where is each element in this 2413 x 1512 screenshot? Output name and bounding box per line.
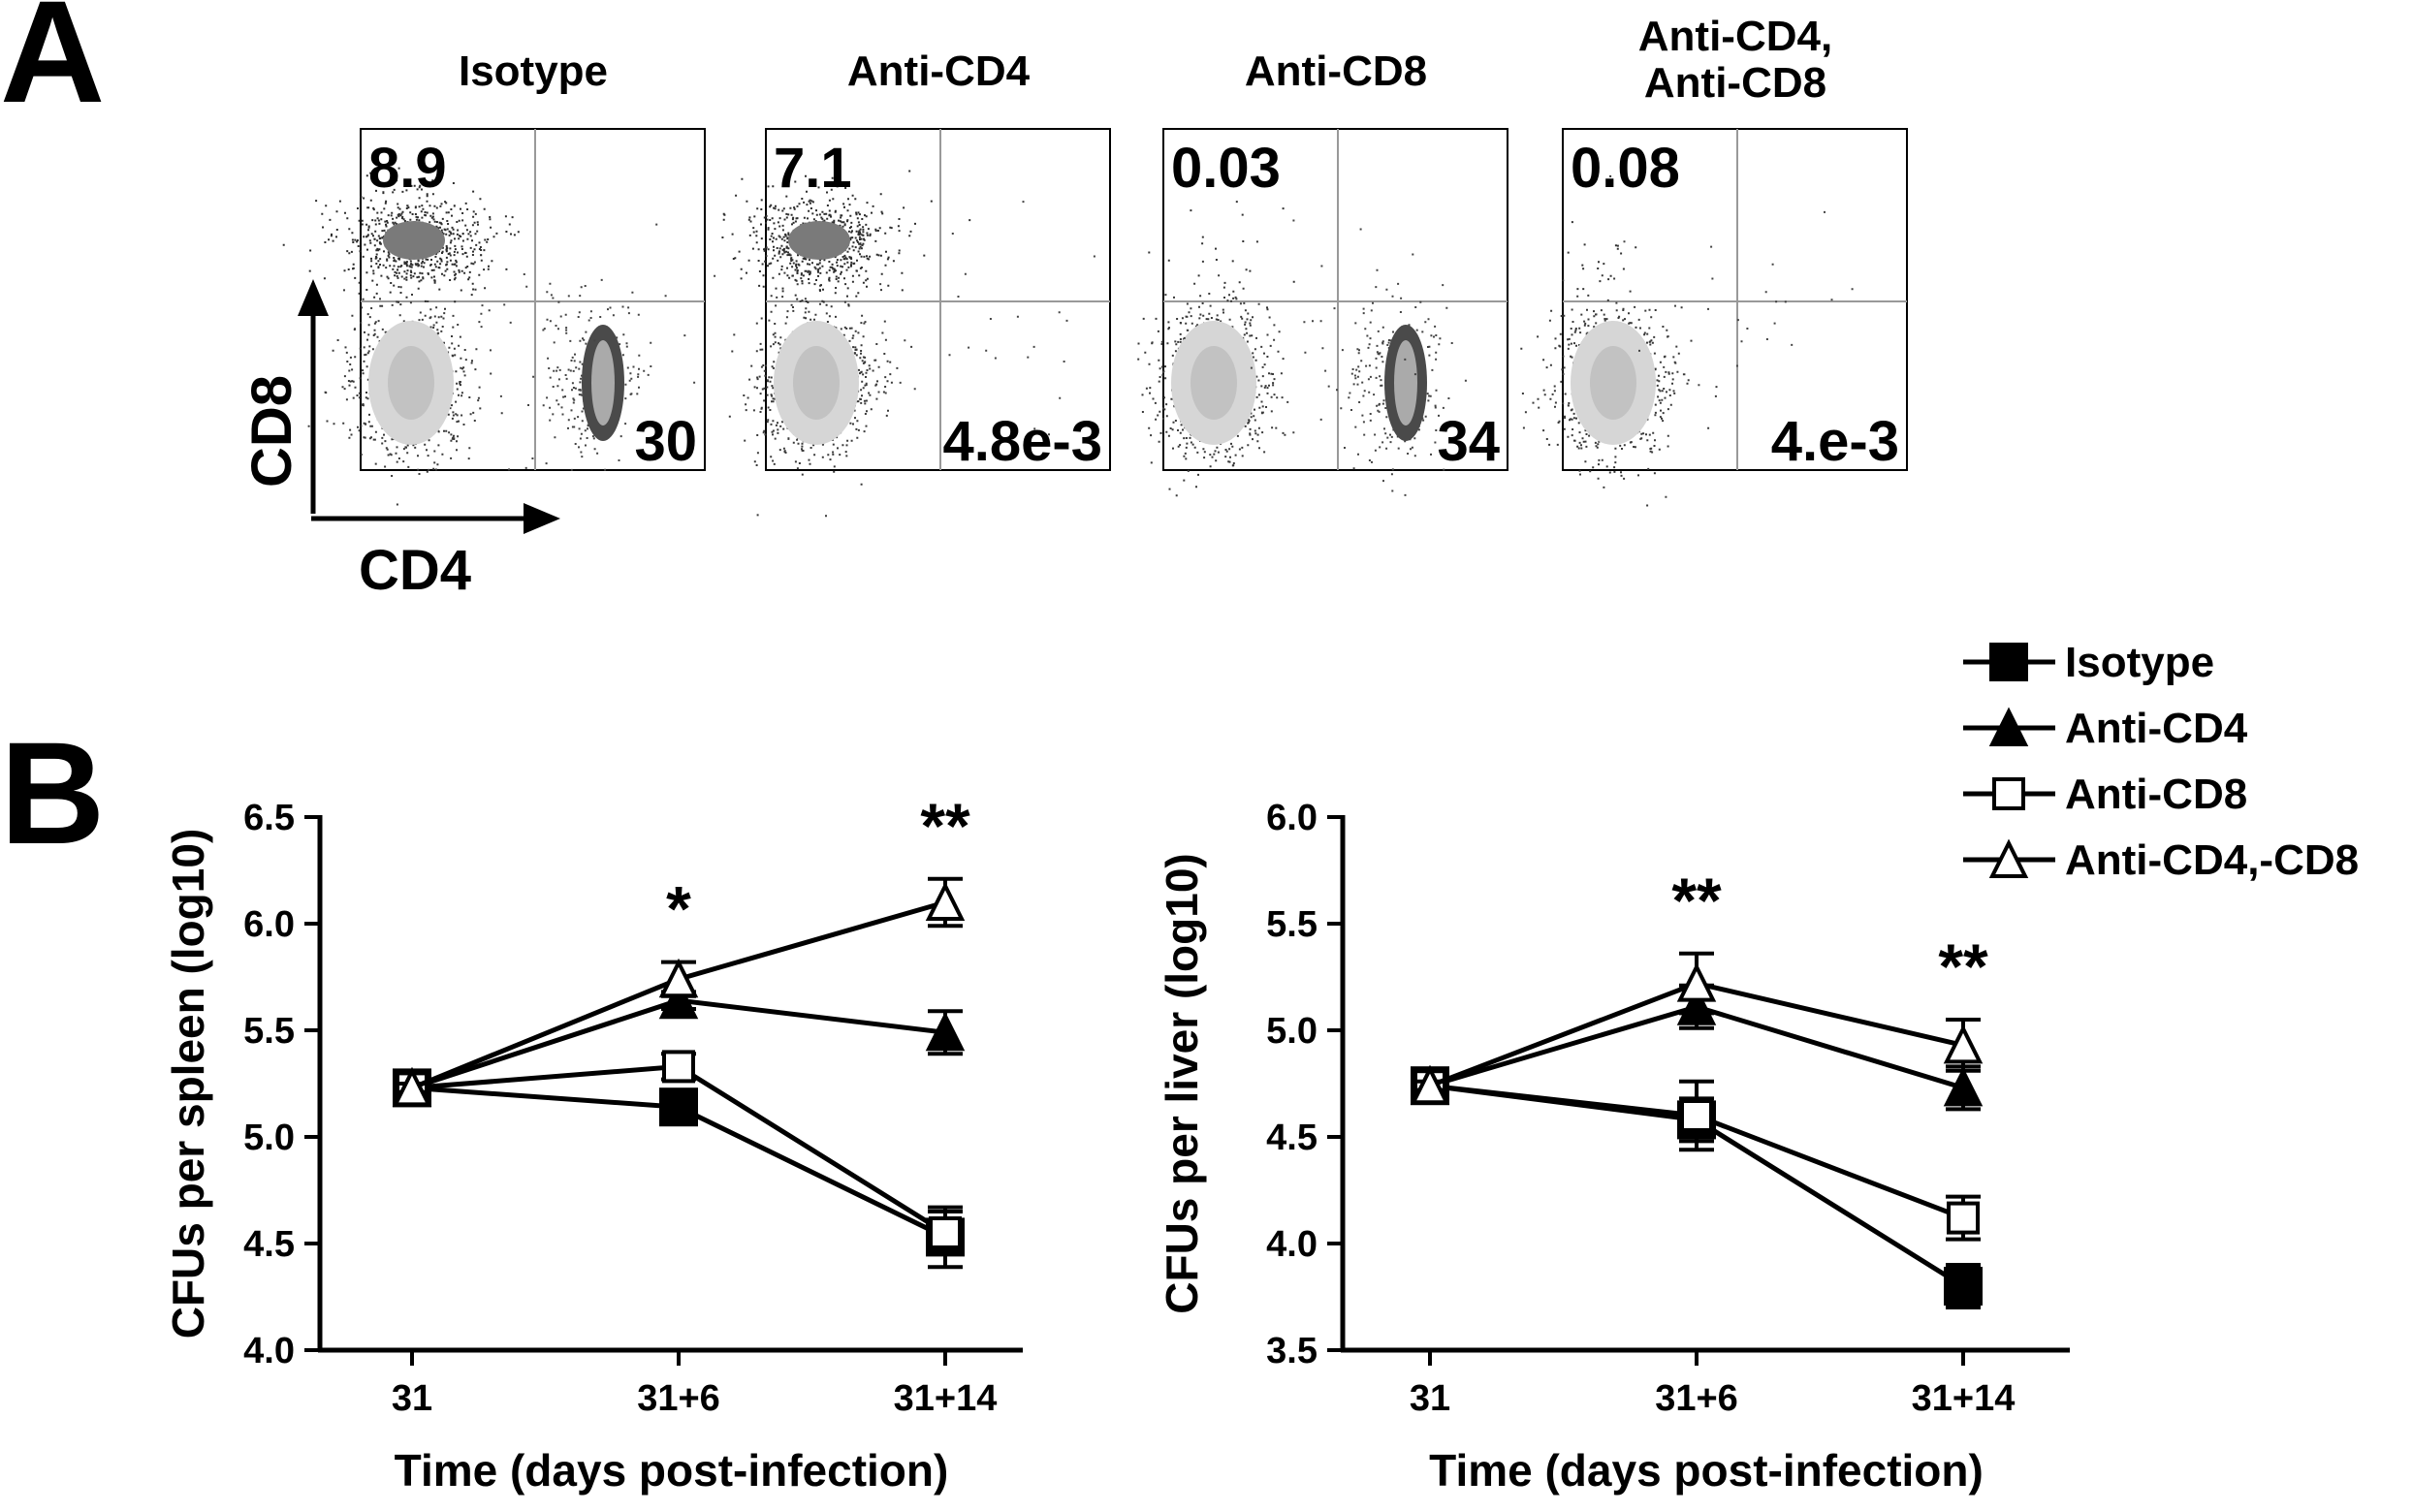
dn-population-center <box>1590 346 1636 420</box>
x-axis-title: Time (days post-infection) <box>1429 1445 1984 1496</box>
y-tick-label: 4.5 <box>243 1224 295 1265</box>
x-tick-label: 31 <box>392 1378 432 1419</box>
y-tick-label: 3.5 <box>1266 1331 1318 1371</box>
flow-plot-4: Anti-CD4,Anti-CD8 0.08 4.e-3 <box>1520 13 1908 507</box>
y-tick-label: 5.0 <box>1266 1011 1318 1052</box>
cd8-axis-arrowhead <box>298 279 329 316</box>
series-isotype <box>393 1068 965 1270</box>
significance-marker: * <box>666 873 691 945</box>
dn-population-center <box>1191 346 1237 420</box>
series-anti-cd8 <box>395 1050 963 1256</box>
cd8-quadrant-value: 8.9 <box>368 137 447 200</box>
legend-label: Isotype <box>2065 639 2214 686</box>
data-point <box>392 1066 432 1107</box>
significance-marker: ** <box>920 790 970 862</box>
cd8-quadrant-value: 7.1 <box>774 137 852 200</box>
y-tick-label: 4.5 <box>1266 1118 1318 1158</box>
legend-item: Isotype <box>1963 639 2214 686</box>
liver-cfu-chart: 3.5 4.0 4.5 5.0 5.5 6.0 31 31+6 31+14 Time (days … <box>1157 798 2070 1496</box>
y-tick-label: 6.0 <box>243 904 295 945</box>
cd4-population-core <box>591 340 615 425</box>
data-point <box>662 1050 695 1084</box>
cd8-quadrant-value: 0.03 <box>1171 137 1281 200</box>
series-anti-cd4-cd8 <box>392 876 966 1107</box>
data-point <box>658 958 699 998</box>
y-tick-label: 5.0 <box>243 1118 295 1158</box>
dn-population-center <box>793 346 840 420</box>
y-tick-label: 5.5 <box>1266 904 1318 945</box>
y-axis-title: CFUs per spleen (log10) <box>163 829 213 1339</box>
legend-label: Anti-CD4,-CD8 <box>2065 836 2359 884</box>
data-point <box>1943 1024 1984 1064</box>
y-tick-label: 4.0 <box>243 1331 295 1371</box>
data-point <box>658 979 699 1020</box>
flow-axes-indicator: CD8 CD4 <box>240 279 560 602</box>
flow-plot-title: Anti-CD4 <box>847 47 1031 95</box>
y-tick-label: 5.5 <box>243 1011 295 1052</box>
legend-marker <box>1989 643 2028 681</box>
data-point <box>1944 1267 1983 1306</box>
flow-plot-title: Isotype <box>459 47 608 95</box>
data-point <box>1680 1099 1713 1132</box>
data-point <box>1947 1201 1980 1235</box>
x-tick-label: 31+14 <box>894 1378 998 1419</box>
flow-plot-3: Anti-CD8 0.03 34 <box>1137 47 1508 497</box>
cd4-population-core <box>1394 340 1417 425</box>
cd4-axis-label: CD4 <box>359 539 471 602</box>
data-point <box>1410 1064 1450 1105</box>
spleen-cfu-chart: 4.0 4.5 5.0 5.5 6.0 6.5 31 31+6 31+14 Time (days … <box>163 790 1023 1496</box>
dn-population-center <box>388 346 434 420</box>
y-axis-title: CFUs per liver (log10) <box>1157 853 1207 1313</box>
legend-label: Anti-CD4 <box>2065 705 2248 752</box>
cd8-population-core <box>788 221 850 260</box>
flow-plot-title: Anti-CD4, <box>1638 13 1832 60</box>
flow-plot-title: Anti-CD8 <box>1644 59 1826 107</box>
x-axis-title: Time (days post-infection) <box>395 1445 949 1496</box>
panel-b-letter: B <box>0 711 105 874</box>
cd4-quadrant-value: 4.e-3 <box>1771 410 1899 473</box>
cd4-quadrant-value: 4.8e-3 <box>943 410 1102 473</box>
data-point <box>925 881 966 921</box>
y-tick-label: 4.0 <box>1266 1224 1318 1265</box>
series-anti-cd4-cd8 <box>1410 951 1984 1105</box>
panel-a-letter: A <box>0 0 105 133</box>
significance-marker: ** <box>1671 865 1722 936</box>
legend-marker <box>1992 777 2025 810</box>
y-tick-label: 6.0 <box>1266 798 1318 838</box>
flow-plot-title: Anti-CD8 <box>1245 47 1427 95</box>
significance-marker: ** <box>1938 930 1988 1002</box>
y-tick-label: 6.5 <box>243 798 295 838</box>
cd4-axis-arrowhead <box>524 503 560 534</box>
legend-label: Anti-CD8 <box>2065 771 2247 818</box>
x-tick-label: 31+6 <box>1655 1378 1738 1419</box>
legend-marker <box>1988 707 2029 746</box>
cd4-quadrant-value: 34 <box>1437 410 1500 473</box>
x-tick-label: 31+6 <box>637 1378 720 1419</box>
legend: Isotype Anti-CD4 Anti-CD8 Anti-CD4,-CD8 <box>1963 639 2359 884</box>
cd8-quadrant-value: 0.08 <box>1571 137 1680 200</box>
data-point <box>659 1087 698 1127</box>
flow-plot-2: Anti-CD4 7.1 4.8e-3 <box>721 47 1111 518</box>
legend-item: Anti-CD4 <box>1963 705 2248 752</box>
cd8-population-core <box>383 221 445 260</box>
legend-marker <box>1988 838 2029 878</box>
data-point <box>929 1216 962 1249</box>
x-tick-label: 31 <box>1410 1378 1450 1419</box>
data-point <box>1676 962 1717 1002</box>
legend-item: Anti-CD8 <box>1963 771 2247 818</box>
legend-item: Anti-CD4,-CD8 <box>1963 836 2359 884</box>
cd8-axis-label: CD8 <box>240 375 303 488</box>
data-point <box>1943 1066 1984 1107</box>
cd4-quadrant-value: 30 <box>634 410 697 473</box>
x-tick-label: 31+14 <box>1912 1378 2016 1419</box>
series-anti-cd4 <box>392 979 966 1107</box>
data-point <box>925 1011 966 1052</box>
